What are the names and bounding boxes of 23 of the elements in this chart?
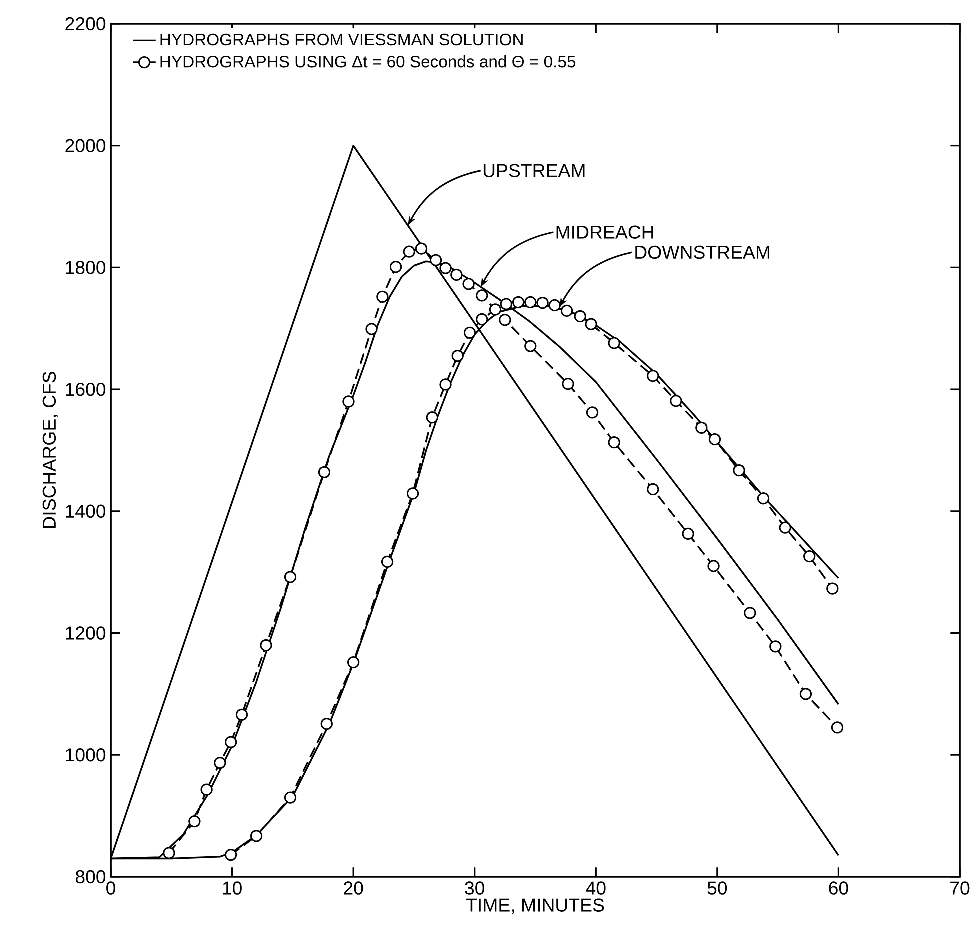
x-tick-label: 60 bbox=[829, 882, 848, 895]
x-tick-label: 50 bbox=[708, 882, 728, 895]
y-tick-label: 1200 bbox=[66, 626, 106, 640]
y-tick-label: 1400 bbox=[66, 504, 106, 518]
x-tick-label: 0 bbox=[106, 882, 116, 895]
annotation: DOWNSTREAM bbox=[636, 246, 770, 260]
y-tick-label: 2200 bbox=[66, 17, 106, 31]
annotation: UPSTREAM bbox=[484, 164, 585, 178]
y-axis-title: DISCHARGE, CFS bbox=[42, 372, 58, 528]
annotation: MIDREACH bbox=[556, 226, 654, 239]
x-tick-label: 30 bbox=[465, 882, 485, 895]
y-tick-label: 1000 bbox=[66, 748, 106, 762]
x-tick-label: 10 bbox=[223, 882, 242, 895]
x-tick-label: 70 bbox=[950, 882, 970, 895]
y-tick-label: 1600 bbox=[66, 382, 106, 396]
y-tick-label: 2000 bbox=[66, 139, 106, 152]
x-tick-label: 40 bbox=[586, 882, 606, 895]
y-tick-label: 800 bbox=[76, 870, 106, 884]
legend-label: HYDROGRAPHS FROM VIESSMAN SOLUTION bbox=[160, 34, 523, 46]
y-tick-label: 1800 bbox=[66, 261, 106, 274]
x-axis-title: TIME, MINUTES bbox=[466, 898, 604, 914]
legend-label: HYDROGRAPHS USING Δt = 60 Seconds and Θ = 0.55 bbox=[160, 55, 576, 68]
x-tick-label: 20 bbox=[344, 882, 364, 895]
